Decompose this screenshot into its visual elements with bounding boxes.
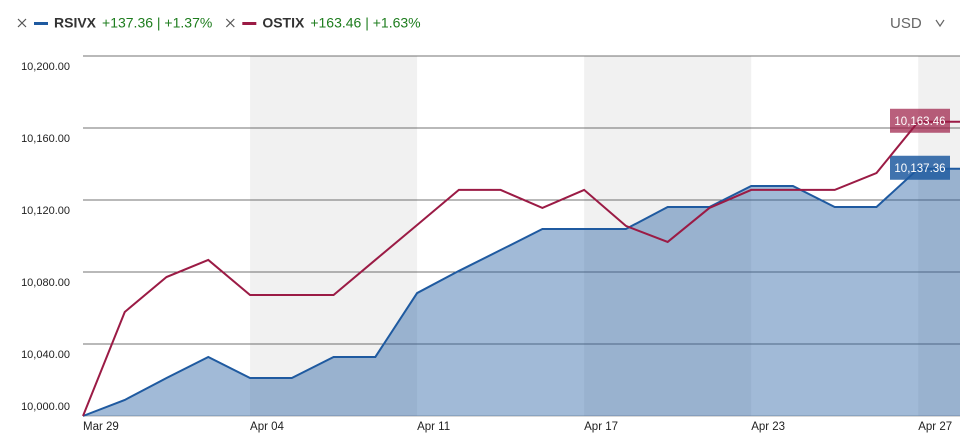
value-badge [890, 108, 950, 133]
y-tick-label: 10,160.00 [21, 133, 70, 145]
y-tick-label: 10,040.00 [21, 349, 70, 361]
y-tick-label: 10,000.00 [21, 401, 70, 413]
y-tick-label: 10,080.00 [21, 277, 70, 289]
remove-button[interactable] [17, 18, 27, 28]
x-tick-label: Apr 11 [417, 421, 450, 433]
currency-select[interactable]: USD [890, 15, 922, 32]
legend-summary: +163.46 | +1.63% [310, 15, 420, 31]
line [82, 120, 960, 417]
x-tick-label: Apr 04 [250, 421, 284, 433]
value-label: 10,137.36 [894, 163, 945, 175]
legend-name: RSIVX [54, 15, 97, 31]
remove-button[interactable] [225, 18, 235, 28]
bands [250, 56, 960, 416]
x-tick-label: Apr 23 [751, 421, 785, 433]
value-badge [890, 155, 950, 180]
x-tick-label: Apr 17 [584, 421, 618, 433]
y-tick-label: 10,120.00 [21, 205, 70, 217]
legend-swatch [242, 22, 257, 25]
legend-name: OSTIX [262, 15, 305, 31]
area [83, 168, 960, 416]
dropdown-caret[interactable] [935, 19, 945, 28]
legend-summary: +137.36 | +1.37% [102, 15, 212, 31]
line [82, 167, 960, 417]
x-tick-label: Mar 29 [83, 421, 119, 433]
legend-swatch [34, 22, 48, 25]
shaded-band [584, 56, 752, 416]
x-tick-label: Apr 27 [918, 421, 952, 433]
y-tick-label: 10,200.00 [21, 61, 70, 73]
value-label: 10,163.46 [894, 116, 945, 128]
